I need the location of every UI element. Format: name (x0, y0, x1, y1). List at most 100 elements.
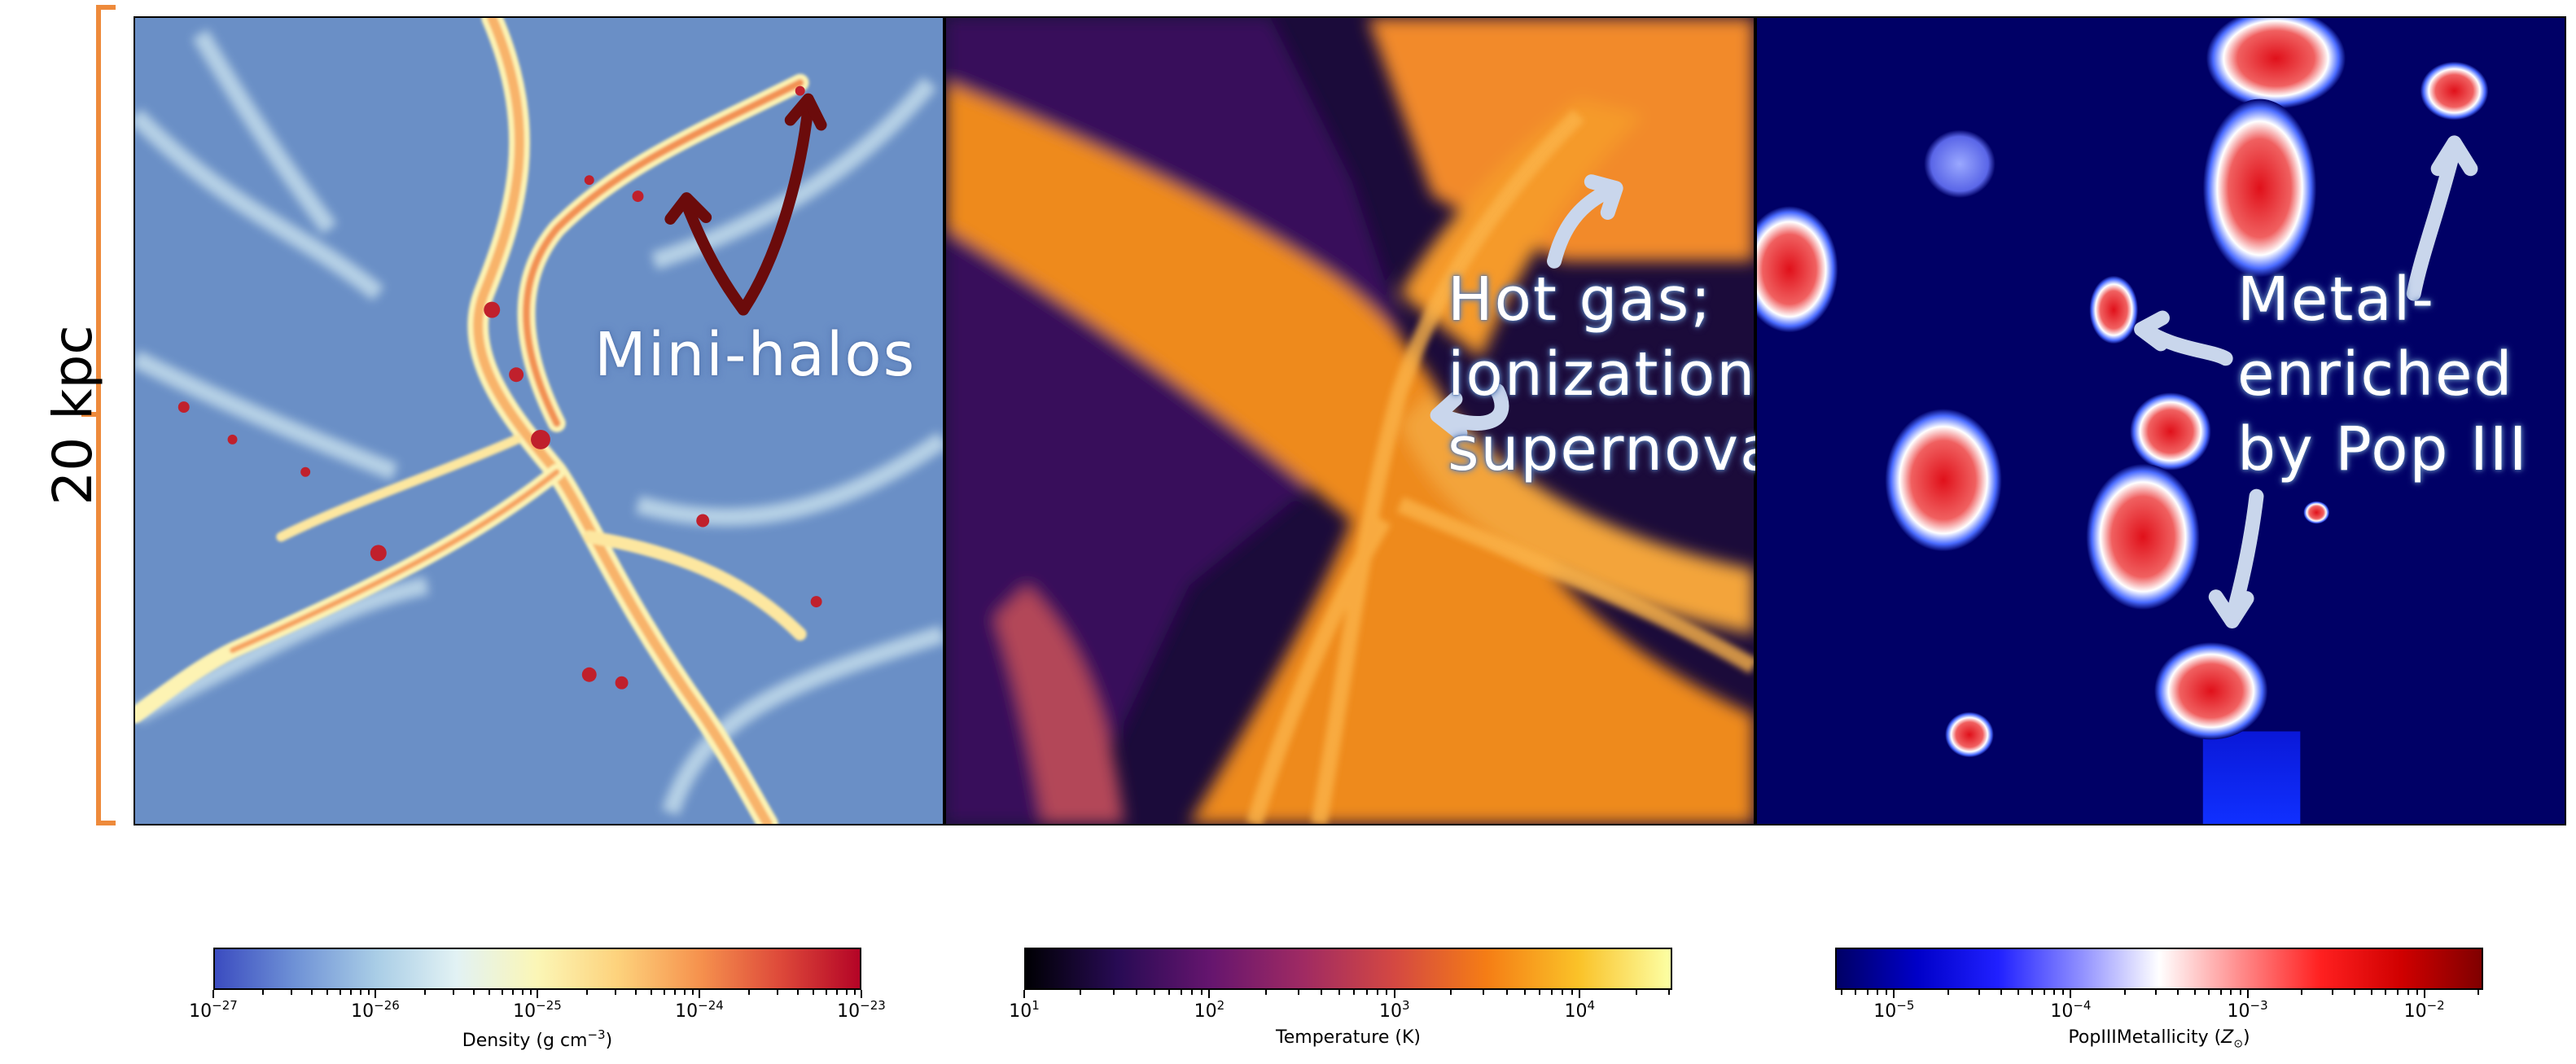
colorbar-minor-tick (472, 990, 475, 995)
colorbar-minor-tick (2219, 990, 2222, 995)
colorbar-minor-tick (290, 990, 292, 995)
colorbar-tick-label: 10−24 (675, 998, 724, 1022)
label-text: PopIIIMetallicity ( (2068, 1027, 2222, 1048)
density-panel (134, 16, 944, 825)
colorbar-minor-tick (1181, 990, 1183, 995)
colorbar-minor-tick (1483, 990, 1485, 995)
colorbar-major-tick (2246, 990, 2249, 998)
colorbar-minor-tick (796, 990, 799, 995)
annotation-line: Hot gas; (1448, 265, 1713, 335)
colorbar-minor-tick (1376, 990, 1378, 995)
colorbar-tick-label: 10−3 (2227, 998, 2268, 1022)
density-colorbar (213, 948, 861, 990)
metallicity-colorbar-label: PopIIIMetallicity (Z⊙) (2068, 1027, 2250, 1050)
mini-halos-annotation: Mini-halos (594, 317, 916, 392)
colorbar-minor-tick (2407, 990, 2409, 995)
colorbar-minor-tick (1135, 990, 1137, 995)
colorbar-major-tick (1893, 990, 1895, 998)
colorbar-minor-tick (1571, 990, 1573, 995)
colorbar-minor-tick (1978, 990, 1980, 995)
colorbar-minor-tick (1153, 990, 1155, 995)
annotation-line: enriched (2237, 339, 2514, 409)
colorbar-minor-tick (1855, 990, 1857, 995)
colorbar-minor-tick (853, 990, 856, 995)
colorbar-minor-tick (585, 990, 588, 995)
colorbar-minor-tick (1562, 990, 1564, 995)
colorbar-minor-tick (2300, 990, 2302, 995)
colorbar-minor-tick (310, 990, 313, 995)
colorbar-minor-tick (1264, 990, 1267, 995)
label-text: Density (g cm (462, 1031, 588, 1051)
temperature-colorbar (1024, 948, 1672, 990)
colorbar-tick-label: 102 (1194, 998, 1225, 1022)
scale-bar-label: 20 kpc (42, 325, 104, 506)
label-suffix: ) (605, 1031, 613, 1051)
colorbar-major-tick (2423, 990, 2425, 998)
colorbar-minor-tick (2354, 990, 2356, 995)
colorbar-tick-label: 103 (1379, 998, 1410, 1022)
colorbar-minor-tick (350, 990, 353, 995)
colorbar-minor-tick (1201, 990, 1203, 995)
hot-gas-annotation: Hot gas; ionization, supernovae (1448, 262, 1817, 487)
colorbar-minor-tick (845, 990, 848, 995)
colorbar-major-tick (537, 990, 538, 998)
colorbar-minor-tick (2396, 990, 2399, 995)
colorbar-minor-tick (1365, 990, 1368, 995)
density-colorbar-label: Density (g cm−3) (462, 1027, 612, 1051)
temperature-panel (944, 16, 1755, 825)
colorbar-minor-tick (813, 990, 815, 995)
colorbar-minor-tick (651, 990, 653, 995)
colorbar-minor-tick (521, 990, 524, 995)
colorbar-tick-label: 10−27 (189, 998, 238, 1022)
colorbar-minor-tick (423, 990, 426, 995)
colorbar-minor-tick (1321, 990, 1323, 995)
colorbar-minor-tick (1866, 990, 1868, 995)
annotation-line: supernovae (1448, 414, 1817, 484)
colorbar-minor-tick (663, 990, 665, 995)
colorbar-minor-tick (261, 990, 264, 995)
label-exp: −3 (587, 1027, 606, 1042)
colorbar-minor-tick (1877, 990, 1879, 995)
colorbar-tick-label: 10−25 (513, 998, 562, 1022)
label-symbol: Z (2221, 1027, 2234, 1048)
temperature-image (946, 18, 1754, 824)
colorbar-minor-tick (1168, 990, 1170, 995)
colorbar-minor-tick (2000, 990, 2003, 995)
colorbar-minor-tick (1551, 990, 1553, 995)
colorbar-minor-tick (1523, 990, 1526, 995)
annotation-line: by Pop III (2237, 414, 2529, 484)
colorbar-minor-tick (2208, 990, 2210, 995)
colorbar-minor-tick (2332, 990, 2334, 995)
colorbar-tick-label: 101 (1009, 998, 1040, 1022)
colorbar-minor-tick (1538, 990, 1540, 995)
colorbar-tick-label: 10−4 (2050, 998, 2092, 1022)
colorbar-minor-tick (1297, 990, 1299, 995)
annotation-line: Mini-halos (594, 320, 917, 390)
colorbar-minor-tick (1080, 990, 1082, 995)
colorbar-major-tick (1208, 990, 1211, 998)
colorbar-major-tick (375, 990, 376, 998)
colorbar-minor-tick (1947, 990, 1949, 995)
colorbar-major-tick (1393, 990, 1395, 998)
colorbar-minor-tick (1353, 990, 1356, 995)
colorbar-minor-tick (1450, 990, 1452, 995)
colorbar-minor-tick (529, 990, 532, 995)
colorbar-minor-tick (674, 990, 677, 995)
colorbar-minor-tick (776, 990, 778, 995)
colorbar-minor-tick (2031, 990, 2034, 995)
colorbar-minor-tick (2230, 990, 2232, 995)
colorbar-minor-tick (2477, 990, 2479, 995)
colorbar-minor-tick (1112, 990, 1115, 995)
colorbar-minor-tick (1338, 990, 1341, 995)
colorbar-tick-label: 10−2 (2403, 998, 2445, 1022)
colorbar-minor-tick (1191, 990, 1194, 995)
colorbar-minor-tick (1841, 990, 1842, 995)
colorbar-minor-tick (2053, 990, 2056, 995)
colorbar-minor-tick (2154, 990, 2157, 995)
colorbar-minor-tick (2123, 990, 2126, 995)
colorbar-minor-tick (501, 990, 503, 995)
density-image (135, 18, 943, 824)
colorbar-minor-tick (1667, 990, 1670, 995)
metallicity-colorbar (1835, 948, 2483, 990)
colorbar-minor-tick (339, 990, 341, 995)
